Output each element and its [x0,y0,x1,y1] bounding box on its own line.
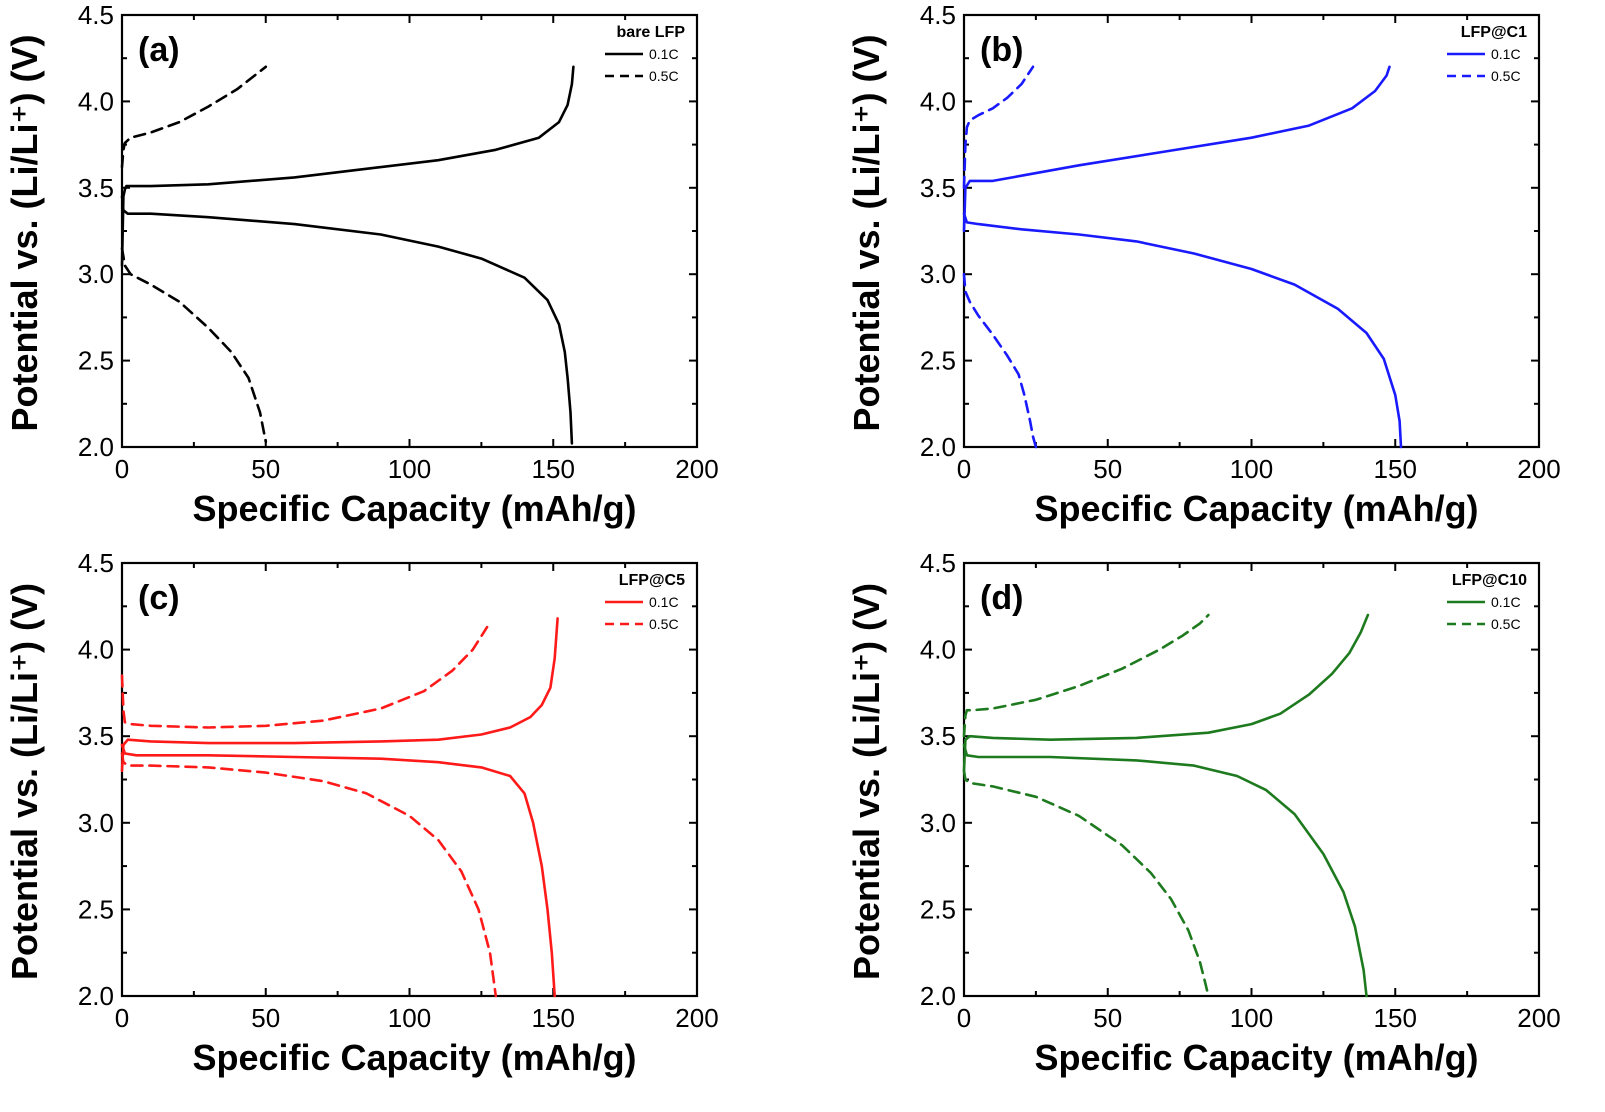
y-tick-label: 3.0 [920,808,956,838]
legend-entry: 0.5C [649,68,679,84]
x-tick-label: 100 [388,454,431,484]
series-0.5C-dashed-discharge [120,752,498,998]
panel-label: (c) [138,579,180,617]
series-0.1C-solid-charge [120,617,559,773]
y-tick-label: 2.0 [920,432,956,462]
legend-entry: 0.1C [649,46,679,62]
y-tick-label: 4.5 [920,0,956,30]
x-tick-label: 50 [251,1003,280,1033]
series-0.1C-solid-discharge [962,212,1403,449]
legend-title: LFP@C10 [1452,572,1527,589]
series-0.1C-solid-discharge [120,743,556,998]
x-tick-label: 0 [115,1003,129,1033]
panel-label: (a) [138,31,180,69]
y-tick-label: 2.5 [920,346,956,376]
y-tick-label: 4.0 [78,86,114,116]
y-tick-label: 4.0 [920,635,956,665]
x-axis-title: Specific Capacity (mAh/g) [1034,1037,1478,1078]
x-tick-label: 100 [1230,454,1273,484]
series-0.5C-dashed-discharge [120,247,268,444]
x-tick-label: 200 [1517,454,1560,484]
series-0.5C-dashed-charge [120,65,268,169]
y-tick-label: 4.5 [920,548,956,578]
x-tick-label: 50 [1093,1003,1122,1033]
series-0.1C-solid-discharge [962,743,1368,998]
x-tick-label: 100 [1230,1003,1273,1033]
series-0.5C-dashed-charge [962,613,1210,738]
x-tick-label: 200 [1517,1003,1560,1033]
x-tick-label: 100 [388,1003,431,1033]
panel-label: (b) [980,31,1023,69]
legend-entry: 0.5C [1491,616,1521,632]
panel-c: 0 50 100 150 200 2.0 2.5 3.0 3.5 4.0 4.5 Specific C… [4,548,719,1078]
y-tick-label: 2.0 [78,432,114,462]
y-axis-title: Potential vs. (Li/Li⁺) (V) [4,34,45,431]
x-axis-title: Specific Capacity (mAh/g) [192,1037,636,1078]
y-tick-label: 2.5 [920,894,956,924]
series-0.1C-solid-charge [962,613,1370,773]
panel-b: 0 50 100 150 200 2.0 2.5 3.0 3.5 4.0 4.5 Specific C… [846,0,1561,529]
y-tick-label: 3.0 [78,808,114,838]
legend-entry: 0.1C [1491,594,1521,610]
series-0.5C-dashed-charge [962,65,1035,190]
x-axis-title: Specific Capacity (mAh/g) [192,488,636,529]
panel-label: (d) [980,579,1023,617]
y-axis-title: Potential vs. (Li/Li⁺) (V) [846,583,887,980]
legend-entry: 0.1C [649,594,679,610]
y-tick-label: 3.5 [78,721,114,751]
y-tick-label: 4.5 [78,0,114,30]
y-tick-label: 2.0 [920,981,956,1011]
series-0.5C-dashed-discharge [962,272,1038,449]
y-tick-label: 4.0 [920,86,956,116]
plot-frame [120,561,699,998]
series-0.5C-dashed-charge [120,625,489,729]
series-0.1C-solid-discharge [120,195,574,445]
legend-entry: 0.5C [649,616,679,632]
y-tick-label: 2.5 [78,346,114,376]
x-tick-label: 50 [1093,454,1122,484]
x-tick-label: 150 [532,1003,575,1033]
y-axis-title: Potential vs. (Li/Li⁺) (V) [846,34,887,431]
x-tick-label: 0 [957,1003,971,1033]
x-tick-label: 150 [532,454,575,484]
legend-title: LFP@C5 [619,572,685,589]
legend-title: LFP@C1 [1461,24,1527,41]
legend-title: bare LFP [617,24,686,41]
y-tick-label: 2.5 [78,894,114,924]
y-axis-title: Potential vs. (Li/Li⁺) (V) [4,583,45,980]
x-tick-label: 200 [675,454,718,484]
y-tick-label: 3.0 [920,259,956,289]
x-tick-label: 150 [1374,454,1417,484]
panel-a: 0 50 100 150 200 2.0 2.5 3.0 3.5 4.0 4.5 Specific C… [4,0,719,529]
y-tick-label: 4.0 [78,635,114,665]
legend-entry: 0.5C [1491,68,1521,84]
y-tick-label: 3.5 [920,721,956,751]
x-tick-label: 200 [675,1003,718,1033]
series-0.5C-dashed-discharge [962,769,1210,998]
plot-frame [120,13,699,449]
y-tick-label: 2.0 [78,981,114,1011]
x-tick-label: 0 [115,454,129,484]
x-tick-label: 50 [251,454,280,484]
series-0.1C-solid-charge [120,65,575,267]
panel-d: 0 50 100 150 200 2.0 2.5 3.0 3.5 4.0 4.5 Specific C… [846,548,1561,1078]
y-tick-label: 4.5 [78,548,114,578]
x-axis-title: Specific Capacity (mAh/g) [1034,488,1478,529]
x-tick-label: 150 [1374,1003,1417,1033]
series-0.1C-solid-charge [962,65,1391,233]
plot-frame [962,561,1541,998]
y-tick-label: 3.5 [78,173,114,203]
x-tick-label: 0 [957,454,971,484]
y-tick-label: 3.5 [920,173,956,203]
legend-entry: 0.1C [1491,46,1521,62]
y-tick-label: 3.0 [78,259,114,289]
